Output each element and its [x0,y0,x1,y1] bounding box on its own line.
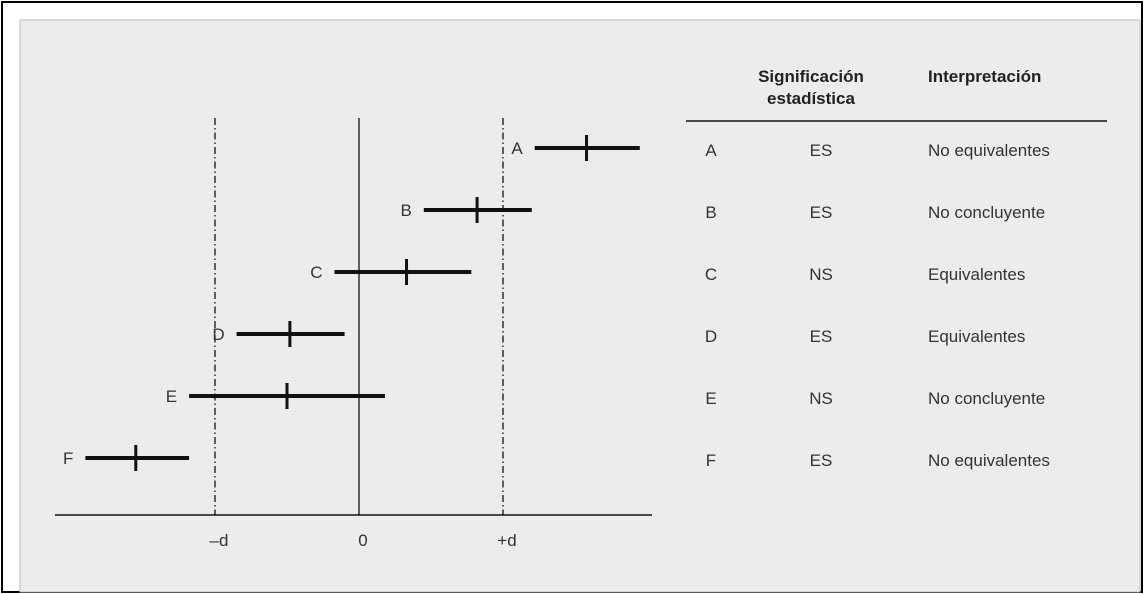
interval-marks: A B C D E F [63,135,640,471]
header-significance-line1: Significación [758,67,864,86]
row-interpretation: Equivalentes [928,327,1025,346]
interval-row-e: E [166,383,385,409]
table-row: D ES Equivalentes [705,327,1025,346]
figure-panel [19,19,1141,593]
tick-label: –d [210,531,229,550]
table-row: C NS Equivalentes [705,265,1025,284]
header-significance-line2: estadística [767,89,855,108]
row-label: D [705,327,717,346]
interval-label: F [63,449,73,468]
interval-label: D [212,325,224,344]
interval-label: E [166,387,177,406]
row-label: B [705,203,716,222]
row-interpretation: No equivalentes [928,141,1050,160]
table-row: F ES No equivalentes [706,451,1050,470]
tick-label: 0 [358,531,367,550]
row-label: E [705,389,716,408]
interval-row-a: A [511,135,640,161]
row-interpretation: Equivalentes [928,265,1025,284]
interval-label: A [511,139,523,158]
row-significance: ES [810,141,833,160]
row-label: A [705,141,717,160]
row-interpretation: No concluyente [928,389,1045,408]
row-significance: ES [810,203,833,222]
table-row: E NS No concluyente [705,389,1045,408]
table-row: B ES No concluyente [705,203,1045,222]
row-label: C [705,265,717,284]
interval-row-b: B [400,197,532,223]
reference-lines [214,118,504,515]
interval-label: C [310,263,322,282]
tick-label: +d [497,531,516,550]
row-significance: ES [810,327,833,346]
row-label: F [706,451,716,470]
table-row: A ES No equivalentes [705,141,1050,160]
row-interpretation: No equivalentes [928,451,1050,470]
header-interpretation: Interpretación [928,67,1041,86]
interval-label: B [400,201,411,220]
interval-row-d: D [212,321,345,347]
interpretation-table: Significación estadística Interpretación… [686,67,1107,470]
row-significance: NS [809,265,833,284]
row-significance: ES [810,451,833,470]
interval-row-c: C [310,259,472,285]
axis-tick-labels: –d 0 +d [210,531,517,550]
forest-plot: –d 0 +d A B C D E F [55,118,652,550]
row-interpretation: No concluyente [928,203,1045,222]
table-body: A ES No equivalentes B ES No concluyente C NS Eq… [705,141,1050,470]
row-significance: NS [809,389,833,408]
interval-row-f: F [63,445,190,471]
